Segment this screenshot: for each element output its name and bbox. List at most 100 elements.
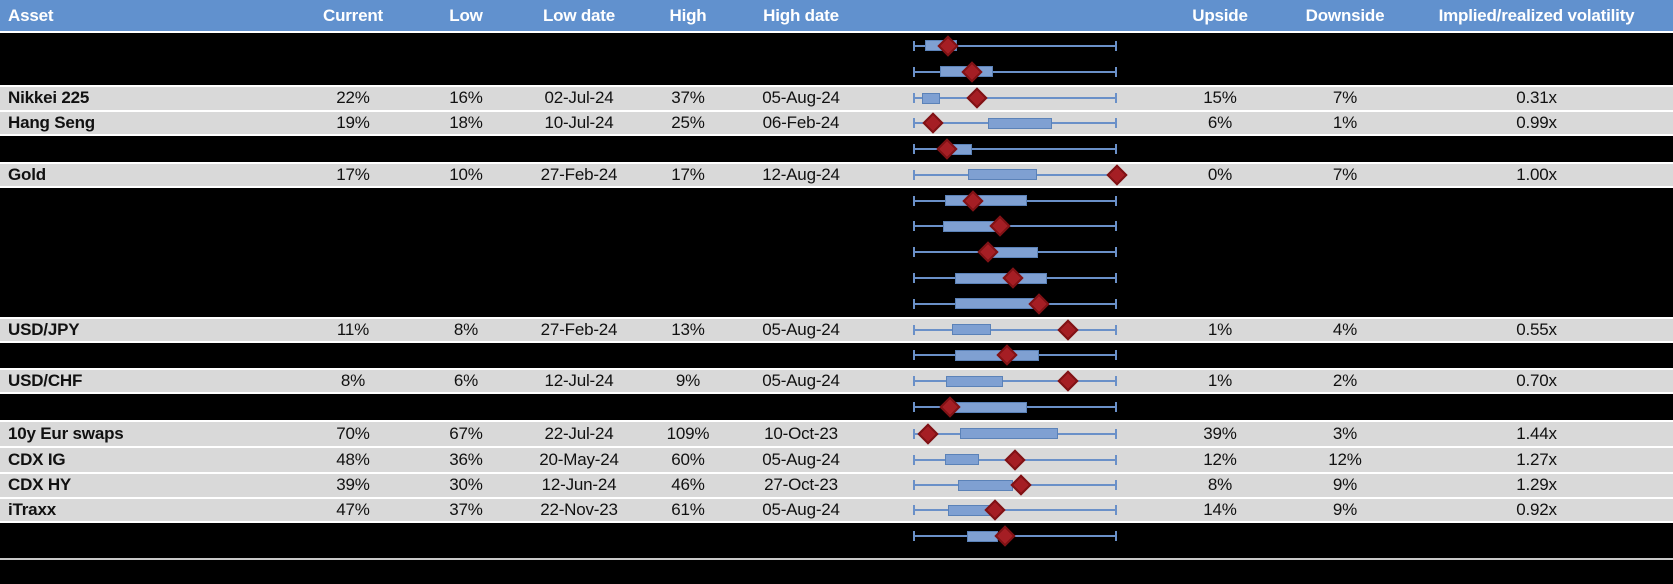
whisker-line (913, 380, 1117, 383)
current-diamond-marker (994, 525, 1016, 547)
whisker-cap-left (913, 480, 915, 491)
cell-low-date: 02-Jul-24 (544, 88, 614, 108)
whisker-cap-right (1115, 298, 1117, 309)
cell-high: 37% (671, 88, 705, 108)
current-diamond-marker (1002, 267, 1024, 289)
range-plot (913, 214, 1117, 240)
whisker-cap-left (913, 402, 915, 413)
cell-high-date: 06-Feb-24 (762, 113, 840, 133)
table-body: Nikkei 225 22% 16% 02-Jul-24 37% 05-Aug-… (0, 33, 1673, 549)
cell-upside: 15% (1203, 88, 1237, 108)
cell-high: 46% (671, 475, 705, 495)
table-row (0, 290, 1673, 317)
range-plot-cell (858, 448, 1150, 472)
whisker-cap-left (913, 505, 915, 516)
cell-high: 61% (671, 500, 705, 520)
cell-high-date: 27-Oct-23 (764, 475, 838, 495)
cell-implied-realized-volatility: 0.31x (1516, 88, 1557, 108)
cell-upside: 14% (1203, 500, 1237, 520)
range-plot-cell (858, 523, 1150, 549)
cell-current: 48% (336, 449, 370, 469)
whisker-line (913, 509, 1117, 512)
cell-downside: 9% (1332, 500, 1358, 520)
cell-downside: 9% (1332, 475, 1358, 495)
cell-upside: 1% (1207, 371, 1233, 391)
current-diamond-marker (989, 215, 1011, 238)
whisker-cap-right (1115, 93, 1117, 104)
current-diamond-marker (922, 112, 944, 134)
cell-asset: Hang Seng (8, 113, 95, 133)
cell-high: 25% (671, 113, 705, 133)
header-asset: Asset (8, 5, 54, 25)
cell-asset: Nikkei 225 (8, 88, 90, 108)
whisker-cap-left (913, 376, 915, 387)
table-row: CDX HY 39% 30% 12-Jun-24 46% 27-Oct-23 8… (0, 471, 1673, 498)
range-box (945, 195, 1028, 207)
cell-asset: USD/CHF (8, 371, 83, 391)
current-diamond-marker (966, 87, 988, 110)
whisker-line (913, 70, 1117, 73)
cell-implied-realized-volatility: 0.55x (1516, 319, 1557, 339)
cell-low: 16% (449, 88, 483, 108)
range-plot-cell (858, 214, 1150, 240)
cell-high-date: 05-Aug-24 (762, 88, 840, 108)
whisker-cap-right (1115, 505, 1117, 516)
whisker-cap-left (913, 273, 915, 284)
cell-low-date: 12-Jul-24 (544, 371, 614, 391)
whisker-cap-left (913, 531, 915, 542)
table-row (0, 394, 1673, 420)
header-downside: Downside (1305, 5, 1385, 25)
cell-downside: 2% (1332, 371, 1358, 391)
cell-asset: USD/JPY (8, 319, 80, 339)
current-diamond-marker (996, 344, 1018, 367)
cell-low: 67% (449, 423, 483, 443)
cell-low: 10% (449, 164, 483, 184)
table-row: iTraxx 47% 37% 22-Nov-23 61% 05-Aug-24 1… (0, 497, 1673, 524)
table-row (0, 213, 1673, 240)
table-row: Nikkei 225 22% 16% 02-Jul-24 37% 05-Aug-… (0, 84, 1673, 111)
cell-upside: 6% (1207, 113, 1233, 133)
whisker-cap-left (913, 118, 915, 129)
cell-downside: 4% (1332, 319, 1358, 339)
range-plot (913, 319, 1117, 341)
cell-upside: 12% (1203, 449, 1237, 469)
table-row (0, 58, 1673, 85)
cell-high: 13% (671, 319, 705, 339)
range-plot (913, 87, 1117, 111)
cell-low-date: 20-May-24 (539, 449, 619, 469)
range-box (967, 530, 999, 542)
whisker-cap-right (1115, 480, 1117, 491)
whisker-cap-left (913, 221, 915, 232)
whisker-cap-right (1115, 324, 1117, 335)
table-row (0, 342, 1673, 369)
whisker-cap-right (1115, 118, 1117, 129)
range-plot (913, 59, 1117, 85)
table-row (0, 239, 1673, 266)
range-plot-cell (858, 291, 1150, 317)
cell-high-date: 05-Aug-24 (762, 500, 840, 520)
table-row: CDX IG 48% 36% 20-May-24 60% 05-Aug-24 1… (0, 445, 1673, 472)
whisker-cap-right (1115, 195, 1117, 206)
header-low: Low (449, 5, 483, 25)
range-plot-cell (858, 112, 1150, 134)
cell-low-date: 22-Nov-23 (540, 500, 618, 520)
range-plot-cell (858, 59, 1150, 85)
cell-implied-realized-volatility: 1.29x (1516, 475, 1557, 495)
table-header: Asset Current Low Low date High High dat… (0, 0, 1673, 33)
whisker-line (913, 328, 1117, 331)
range-box (959, 428, 1059, 440)
current-diamond-marker (984, 499, 1006, 521)
table-row: USD/JPY 11% 8% 27-Feb-24 13% 05-Aug-24 1… (0, 316, 1673, 343)
table-footer (0, 557, 1673, 584)
whisker-cap-right (1115, 350, 1117, 361)
cell-high-date: 10-Oct-23 (764, 423, 838, 443)
range-plot-cell (858, 370, 1150, 392)
whisker-cap-right (1115, 402, 1117, 413)
range-plot (913, 164, 1128, 186)
cell-implied-realized-volatility: 0.70x (1516, 371, 1557, 391)
cell-low-date: 22-Jul-24 (544, 423, 614, 443)
range-plot-cell (858, 33, 1150, 59)
cell-current: 8% (340, 371, 366, 391)
whisker-cap-left (913, 428, 915, 439)
range-box (988, 117, 1052, 129)
